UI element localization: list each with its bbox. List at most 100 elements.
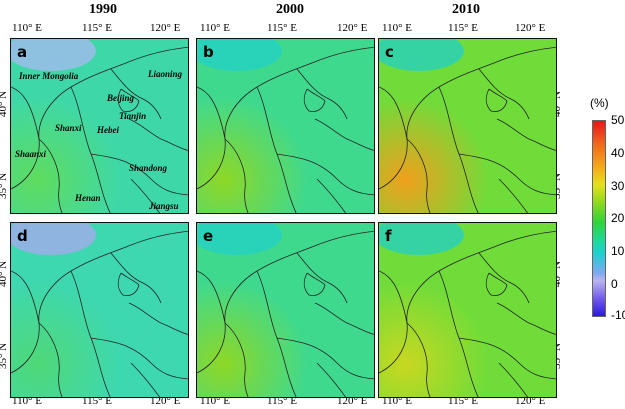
province-boundary [478,68,530,120]
map-c-highlight [379,39,464,71]
x-tick-bottom-f-115: 115° E [448,395,478,407]
province-boundary [224,138,249,213]
province-boundary [11,86,40,140]
province-boundary [406,322,431,397]
x-tick-top-a-115: 115° E [82,22,112,34]
province-boundary [276,153,374,196]
x-tick-top-b-115: 115° E [267,22,297,34]
map-e-raster [197,223,374,397]
map-b-raster [197,39,374,213]
province-boundary [90,337,188,380]
province-boundary [128,118,188,151]
province-boundary [496,118,556,151]
colorbar-tick-20: 20 [611,211,625,225]
x-tick-bottom-d-115: 115° E [82,395,112,407]
province-boundary [90,153,188,196]
province-boundary [130,362,161,397]
panel-label-f: f [385,227,392,245]
province-boundary [296,68,348,120]
province-boundary [38,322,63,397]
y-tick-a-40: 40° N [0,91,10,118]
province-boundary [303,272,326,296]
column-title-1990: 1990 [89,2,117,17]
province-boundary [458,153,556,196]
region-label-inner-mongolia: Inner Mongolia [19,71,79,81]
panel-label-a: a [17,43,28,61]
y-tick-a-35: 35° N [0,173,10,200]
panel-label-d: d [17,227,28,245]
province-boundary [130,178,161,213]
province-boundary [38,138,63,213]
map-panel-f: f [378,222,557,398]
map-f-highlight [379,223,464,255]
x-tick-bottom-e-115: 115° E [267,395,297,407]
province-boundary [117,272,140,296]
province-boundary [406,138,431,213]
y-tick-d-40: 40° N [0,261,10,288]
map-panel-c: c [378,38,557,214]
x-tick-bottom-f-120: 120° E [515,395,546,407]
region-label-jiangsu: Jiangsu [149,201,179,211]
province-boundary [296,252,348,304]
map-panel-d: d [10,222,189,398]
province-boundary [128,302,188,335]
region-label-hebei: Hebei [97,125,119,135]
colorbar [592,120,606,317]
province-boundary [276,337,374,380]
x-tick-top-b-120: 120° E [337,22,368,34]
colorbar-tick-10: 10 [611,244,625,258]
colorbar-tick-50: 50 [611,113,625,127]
x-tick-bottom-e-110: 110° E [200,395,230,407]
map-e-highlight [197,223,282,255]
region-label-shaanxi: Shaanxi [15,149,47,159]
panel-label-c: c [385,43,394,61]
map-panel-e: e [196,222,375,398]
province-boundary [303,88,326,112]
colorbar-unit: (%) [590,96,609,110]
region-label-tianjin: Tianjin [119,111,147,121]
province-boundary [110,68,162,120]
province-boundary [316,178,347,213]
province-boundary [498,362,529,397]
map-a-raster [11,39,188,213]
panel-label-b: b [203,43,214,61]
x-tick-top-c-110: 110° E [382,22,412,34]
x-tick-bottom-f-110: 110° E [382,395,412,407]
province-boundary [314,302,374,335]
x-tick-top-c-120: 120° E [515,22,546,34]
map-d-highlight [11,223,96,255]
province-boundary [485,88,508,112]
map-b-highlight [197,39,282,71]
province-boundary [117,88,140,112]
x-tick-top-a-120: 120° E [150,22,181,34]
province-boundary [197,86,226,140]
map-panel-b: b [196,38,375,214]
x-tick-top-b-110: 110° E [200,22,230,34]
colorbar-tick-30: 30 [611,179,625,193]
region-label-shanxi: Shanxi [55,123,82,133]
province-boundary [316,362,347,397]
province-boundary [379,86,408,140]
x-tick-top-c-115: 115° E [448,22,478,34]
map-c-raster [379,39,556,213]
colorbar-tick-0: 0 [611,277,618,291]
province-boundary [478,252,530,304]
colorbar-tick-40: 40 [611,146,625,160]
province-boundary [485,272,508,296]
map-panel-a: a Inner Mongolia Liaoning Beijing Tianji… [10,38,189,214]
column-title-2010: 2010 [452,2,480,17]
region-label-henan: Henan [75,193,101,203]
panel-label-e: e [203,227,214,245]
province-boundary [458,337,556,380]
y-tick-d-35: 35° N [0,343,10,370]
province-boundary [110,252,162,304]
x-tick-bottom-d-110: 110° E [12,395,42,407]
province-boundary [498,178,529,213]
province-boundary [197,270,226,324]
map-a-highlight [11,39,96,71]
province-boundary [379,270,408,324]
map-d-raster [11,223,188,397]
x-tick-bottom-d-120: 120° E [150,395,181,407]
province-boundary [496,302,556,335]
colorbar-tick-minus10: -10 [611,308,625,322]
